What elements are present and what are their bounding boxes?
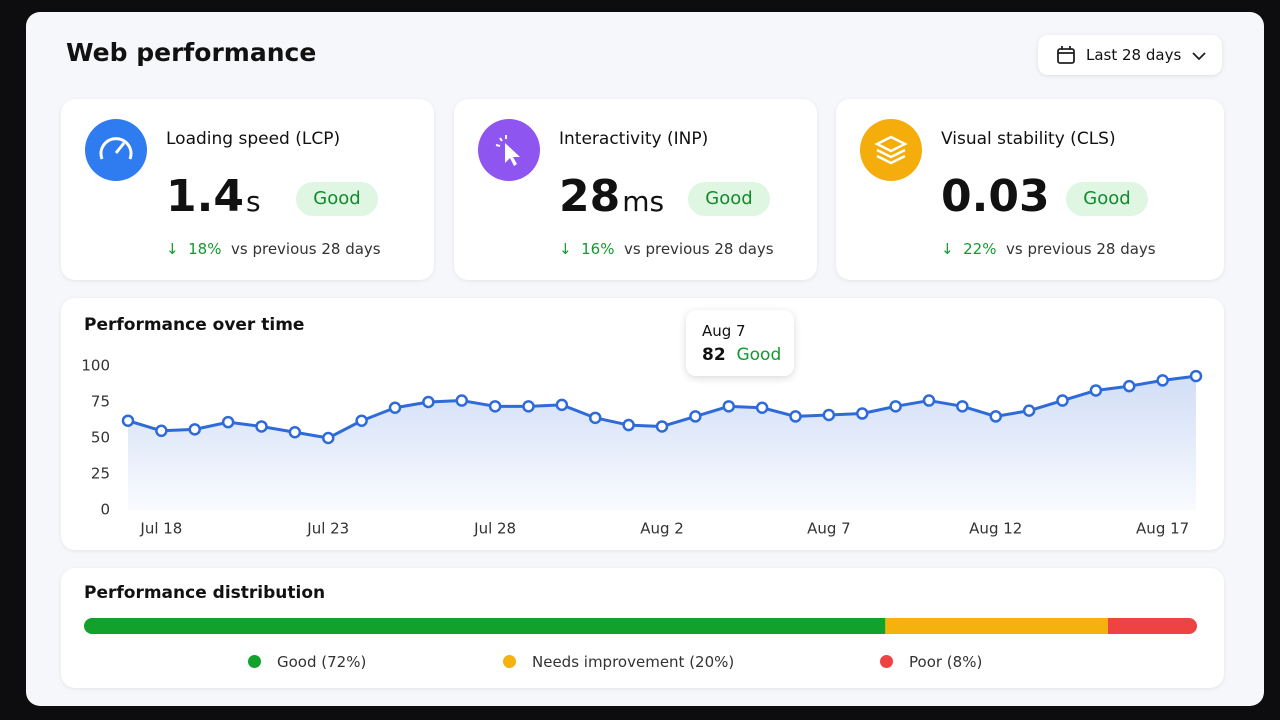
- legend-dot: [503, 655, 516, 668]
- y-tick-label: 50: [91, 429, 110, 447]
- calendar-icon: [1057, 46, 1075, 64]
- point: [722, 400, 735, 413]
- metric-value: 1.4s: [166, 171, 261, 222]
- metric-change: ↓ 16% vs previous 28 days: [559, 240, 774, 258]
- point: [589, 411, 602, 425]
- point: [1156, 374, 1169, 387]
- area: [128, 376, 1196, 510]
- metric-title: Interactivity (INP): [559, 129, 709, 149]
- legend-label: Good (72%): [277, 653, 367, 671]
- layers-icon: [860, 119, 922, 181]
- point: [155, 424, 168, 438]
- x-tick-label: Jul 18: [139, 520, 182, 538]
- legend-item: Needs improvement (20%): [503, 653, 734, 671]
- x-tick-label: Aug 17: [1136, 520, 1189, 538]
- point: [789, 410, 802, 423]
- point: [488, 400, 502, 413]
- date-picker[interactable]: Last 28 days: [1038, 35, 1222, 75]
- point: [221, 415, 235, 429]
- point: [322, 431, 335, 445]
- metric-change: ↓ 18% vs previous 28 days: [166, 240, 381, 258]
- x-tick-label: Jul 28: [473, 520, 516, 538]
- tooltip-value: 82 Good: [702, 345, 782, 365]
- distribution-bar: [1107, 618, 1197, 634]
- distribution-title: Performance distribution: [84, 583, 326, 603]
- legend-item: Good (72%): [248, 653, 366, 671]
- point: [1189, 369, 1203, 383]
- point: [188, 423, 201, 436]
- point: [1056, 394, 1069, 407]
- point: [689, 410, 702, 423]
- point: [822, 408, 836, 422]
- metric-card: Visual stability (CLS) 0.03 Good ↓ 22% v…: [836, 99, 1224, 280]
- metric-card: Interactivity (INP) 28ms Good ↓ 16% vs p…: [454, 99, 817, 280]
- tooltip: Aug 7 82 Good: [686, 310, 794, 376]
- status-badge: Good: [688, 182, 770, 216]
- point: [255, 420, 268, 433]
- metric-value: 0.03: [941, 171, 1050, 222]
- x-tick-label: Aug 7: [807, 520, 851, 538]
- tooltip-date: Aug 7: [702, 322, 746, 340]
- distribution-bar: [885, 618, 1108, 634]
- x-tick-label: Aug 2: [640, 520, 684, 538]
- chart-title: Performance over time: [84, 315, 305, 335]
- page-title: Web performance: [66, 38, 317, 67]
- legend-dot: [248, 655, 261, 668]
- point: [956, 400, 969, 413]
- cursor-icon: [478, 119, 540, 181]
- status-badge: Good: [296, 182, 378, 216]
- y-tick-label: 100: [81, 357, 110, 375]
- y-tick-label: 0: [100, 501, 110, 519]
- legend-label: Poor (8%): [909, 653, 983, 671]
- point: [755, 401, 769, 415]
- x-tick-label: Jul 23: [306, 520, 349, 538]
- point: [1089, 384, 1103, 397]
- point: [522, 400, 535, 413]
- chevron: [1192, 52, 1206, 61]
- gauge-icon: [85, 119, 147, 181]
- legend-label: Needs improvement (20%): [532, 653, 735, 671]
- point: [455, 394, 468, 407]
- status-badge: Good: [1066, 182, 1148, 216]
- point: [1022, 404, 1036, 417]
- point: [922, 394, 936, 407]
- legend-dot: [880, 655, 893, 668]
- point: [422, 395, 435, 409]
- point: [388, 401, 402, 415]
- metric-title: Loading speed (LCP): [166, 129, 341, 149]
- point: [1123, 379, 1136, 393]
- y-tick-label: 75: [91, 393, 110, 411]
- point: [889, 400, 902, 413]
- date-range: Last 28 days: [1086, 46, 1182, 64]
- legend-item: Poor (8%): [880, 653, 982, 671]
- point: [655, 420, 669, 433]
- point: [555, 398, 569, 412]
- metric-title: Visual stability (CLS): [941, 129, 1116, 149]
- point: [288, 425, 302, 439]
- x-tick-label: Aug 12: [969, 520, 1022, 538]
- point: [856, 407, 869, 420]
- point: [622, 418, 635, 432]
- point: [355, 414, 368, 427]
- distribution-bar: [84, 618, 886, 634]
- point: [121, 414, 135, 427]
- metric-change: ↓ 22% vs previous 28 days: [941, 240, 1156, 258]
- metric-value: 28ms: [559, 171, 665, 222]
- point: [989, 410, 1002, 423]
- y-tick-label: 25: [91, 465, 110, 483]
- metric-card: Loading speed (LCP) 1.4s Good ↓ 18% vs p…: [61, 99, 434, 280]
